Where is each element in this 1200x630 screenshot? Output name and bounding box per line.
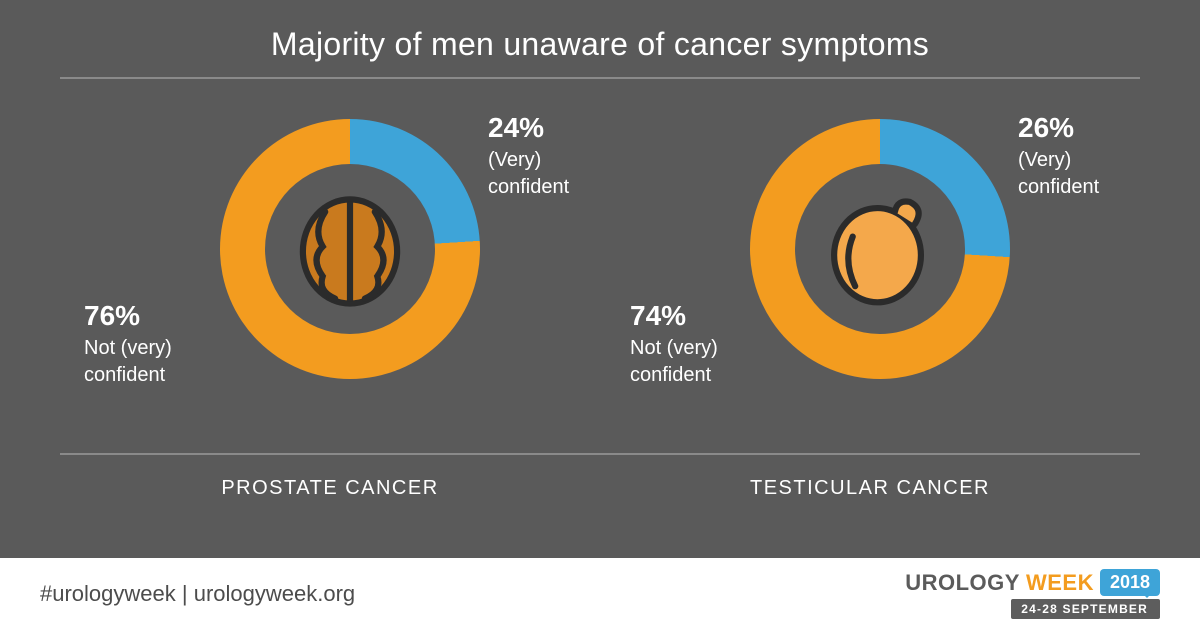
- brand-word-2: WEEK: [1026, 570, 1094, 596]
- footer-left: #urologyweek | urologyweek.org: [40, 581, 355, 607]
- main-panel: Majority of men unaware of cancer sympto…: [0, 0, 1200, 558]
- chart-testicular: 26% (Very) confident 74% Not (very) conf…: [600, 109, 1140, 429]
- label-notconfident-prostate: 76% Not (very) confident: [84, 297, 172, 389]
- page-title: Majority of men unaware of cancer sympto…: [60, 26, 1140, 63]
- year-bubble: 2018: [1100, 569, 1160, 596]
- apricot-icon: [818, 187, 942, 311]
- hashtag: #urologyweek: [40, 581, 176, 606]
- donut-prostate: [220, 119, 480, 379]
- donut-testicular: [750, 119, 1010, 379]
- separator: |: [182, 581, 188, 606]
- donut-hole: [795, 164, 965, 334]
- pct-value: 74%: [630, 297, 718, 335]
- label-confident-testicular: 26% (Very) confident: [1018, 109, 1099, 201]
- footer-brand: UROLOGY WEEK 2018 24-28 SEPTEMBER: [905, 569, 1160, 619]
- label-confident-prostate: 24% (Very) confident: [488, 109, 569, 201]
- footer-url: urologyweek.org: [194, 581, 355, 606]
- label-line: confident: [84, 362, 172, 389]
- label-line: confident: [488, 174, 569, 201]
- caption-prostate: PROSTATE CANCER: [60, 477, 600, 500]
- label-notconfident-testicular: 74% Not (very) confident: [630, 297, 718, 389]
- label-line: Not (very): [84, 335, 172, 362]
- label-line: (Very): [1018, 147, 1099, 174]
- donut-hole: [265, 164, 435, 334]
- label-line: (Very): [488, 147, 569, 174]
- label-line: confident: [630, 362, 718, 389]
- label-line: Not (very): [630, 335, 718, 362]
- brand-word-1: UROLOGY: [905, 570, 1020, 596]
- walnut-icon: [288, 187, 412, 311]
- charts-row: 24% (Very) confident 76% Not (very) conf…: [60, 79, 1140, 453]
- pct-value: 76%: [84, 297, 172, 335]
- chart-captions: PROSTATE CANCER TESTICULAR CANCER: [60, 455, 1140, 500]
- pct-value: 26%: [1018, 109, 1099, 147]
- pct-value: 24%: [488, 109, 569, 147]
- footer: #urologyweek | urologyweek.org UROLOGY W…: [0, 558, 1200, 630]
- chart-prostate: 24% (Very) confident 76% Not (very) conf…: [60, 109, 600, 429]
- caption-testicular: TESTICULAR CANCER: [600, 477, 1140, 500]
- dates-bar: 24-28 SEPTEMBER: [1011, 599, 1160, 619]
- brand-line: UROLOGY WEEK 2018: [905, 569, 1160, 596]
- label-line: confident: [1018, 174, 1099, 201]
